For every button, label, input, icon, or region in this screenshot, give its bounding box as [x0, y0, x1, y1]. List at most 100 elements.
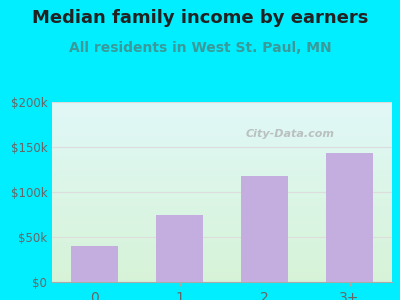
- Bar: [52, 192, 392, 193]
- Bar: [52, 134, 392, 135]
- Bar: [52, 263, 392, 264]
- Bar: [52, 122, 392, 123]
- Bar: [52, 181, 392, 182]
- Bar: [52, 150, 392, 151]
- Bar: [52, 173, 392, 174]
- Bar: [52, 137, 392, 138]
- Bar: [52, 197, 392, 198]
- Bar: [52, 198, 392, 199]
- Text: Median family income by earners: Median family income by earners: [32, 9, 368, 27]
- Bar: [52, 281, 392, 282]
- Bar: [241, 176, 288, 282]
- Bar: [52, 248, 392, 249]
- Bar: [52, 117, 392, 118]
- Bar: [52, 124, 392, 125]
- Bar: [52, 217, 392, 218]
- Bar: [52, 106, 392, 107]
- Bar: [52, 110, 392, 111]
- Bar: [52, 219, 392, 220]
- Bar: [52, 175, 392, 176]
- Bar: [52, 138, 392, 139]
- Bar: [52, 144, 392, 145]
- Bar: [52, 179, 392, 180]
- Bar: [52, 148, 392, 149]
- Bar: [52, 239, 392, 240]
- Bar: [52, 169, 392, 170]
- Bar: [52, 177, 392, 178]
- Bar: [52, 261, 392, 262]
- Bar: [52, 139, 392, 140]
- Bar: [52, 211, 392, 212]
- Bar: [52, 267, 392, 268]
- Bar: [52, 126, 392, 127]
- Bar: [52, 118, 392, 119]
- Bar: [52, 212, 392, 213]
- Bar: [52, 140, 392, 141]
- Bar: [52, 180, 392, 181]
- Bar: [52, 125, 392, 126]
- Bar: [52, 172, 392, 173]
- Text: City-Data.com: City-Data.com: [246, 129, 334, 140]
- Bar: [52, 246, 392, 247]
- Bar: [52, 113, 392, 114]
- Bar: [52, 169, 392, 170]
- Bar: [52, 129, 392, 130]
- Bar: [52, 227, 392, 228]
- Bar: [52, 229, 392, 230]
- Bar: [52, 256, 392, 257]
- Bar: [52, 103, 392, 104]
- Bar: [52, 108, 392, 109]
- Bar: [52, 278, 392, 279]
- Bar: [52, 240, 392, 241]
- Bar: [52, 213, 392, 214]
- Bar: [52, 160, 392, 161]
- Bar: [52, 258, 392, 259]
- Bar: [52, 112, 392, 113]
- Bar: [52, 201, 392, 202]
- Bar: [52, 174, 392, 175]
- Bar: [52, 151, 392, 152]
- Bar: [52, 254, 392, 255]
- Bar: [52, 251, 392, 252]
- Bar: [52, 182, 392, 183]
- Bar: [52, 203, 392, 204]
- Bar: [52, 273, 392, 274]
- Bar: [52, 205, 392, 206]
- Bar: [52, 253, 392, 254]
- Bar: [52, 210, 392, 211]
- Bar: [326, 153, 373, 282]
- Bar: [52, 167, 392, 168]
- Bar: [52, 142, 392, 143]
- Bar: [71, 246, 118, 282]
- Bar: [52, 120, 392, 121]
- Bar: [52, 164, 392, 165]
- Bar: [52, 170, 392, 171]
- Bar: [52, 111, 392, 112]
- Bar: [52, 250, 392, 251]
- Bar: [52, 199, 392, 200]
- Bar: [52, 105, 392, 106]
- Bar: [52, 262, 392, 263]
- Bar: [52, 133, 392, 134]
- Bar: [52, 147, 392, 148]
- Bar: [52, 188, 392, 189]
- Bar: [52, 109, 392, 110]
- Bar: [52, 270, 392, 271]
- Bar: [52, 266, 392, 267]
- Bar: [52, 275, 392, 276]
- Bar: [52, 214, 392, 215]
- Bar: [52, 247, 392, 248]
- Bar: [52, 162, 392, 163]
- Bar: [52, 130, 392, 131]
- Bar: [52, 163, 392, 164]
- Bar: [52, 204, 392, 205]
- Bar: [52, 159, 392, 160]
- Bar: [52, 191, 392, 192]
- Bar: [52, 236, 392, 237]
- Bar: [52, 145, 392, 146]
- Bar: [52, 215, 392, 216]
- Bar: [52, 136, 392, 137]
- Bar: [52, 271, 392, 272]
- Bar: [52, 255, 392, 256]
- Bar: [52, 114, 392, 115]
